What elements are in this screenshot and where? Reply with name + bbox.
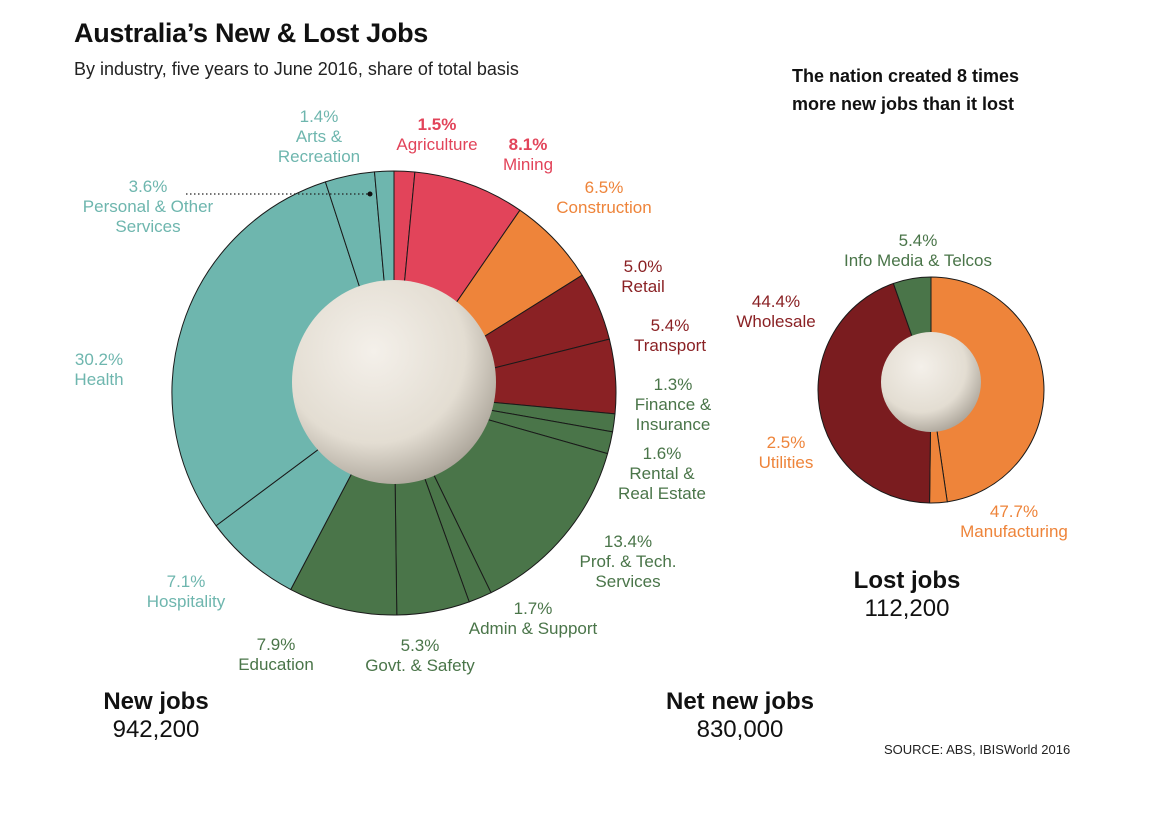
new-jobs-labels: 1.5%Agriculture 8.1%Mining6.5%Constructio…: [74, 107, 711, 675]
new-jobs-pct-agriculture: 1.5%: [418, 115, 457, 134]
new-jobs-name-prof-and-tech-services: Prof. & Tech.: [579, 552, 676, 571]
lost-jobs-slices: [817, 276, 1045, 504]
new-jobs-name-education: Education: [238, 655, 314, 674]
new-jobs-name-finance-and-insurance: Finance &: [635, 395, 712, 414]
new-jobs-pct-education: 7.9%: [257, 635, 296, 654]
new-jobs-pct-admin-and-support: 1.7%: [514, 599, 553, 618]
new-jobs-label-arts-and-recreation: 1.4%Arts &Recreation: [278, 107, 360, 166]
lost-jobs-value: 112,200: [864, 595, 950, 622]
headline-note: The nation created 8 times more new jobs…: [792, 62, 1092, 118]
new-jobs-label-govt-and-safety: 5.3%Govt. & Safety: [365, 636, 475, 675]
new-jobs-name-rental-and-real-estate: Rental &: [629, 464, 695, 483]
lost-jobs-pct-info-media-and-telcos: 5.4%: [899, 231, 938, 250]
lost-jobs-label-utilities: 2.5%Utilities: [759, 433, 814, 472]
new-jobs-name-hospitality: Hospitality: [147, 592, 226, 611]
new-jobs-name-agriculture: Agriculture: [396, 135, 477, 154]
new-jobs-pct-personal-and-other-services: 3.6%: [129, 177, 168, 196]
lost-jobs-labels: 47.7%Manufacturing 2.5%Utilities 44.4%Whol…: [736, 231, 1068, 541]
new-jobs-label-agriculture: 1.5%Agriculture: [396, 115, 477, 154]
new-jobs-pct-construction: 6.5%: [585, 178, 624, 197]
lost-jobs-pct-manufacturing: 47.7%: [990, 502, 1038, 521]
new-jobs-pct-arts-and-recreation: 1.4%: [300, 107, 339, 126]
new-jobs-pct-mining: 8.1%: [509, 135, 548, 154]
lost-jobs-name-info-media-and-telcos: Info Media & Telcos: [844, 251, 992, 270]
lost-jobs-slice-wholesale: [817, 282, 932, 504]
lost-jobs-slice-manufacturing: [930, 276, 1045, 503]
new-jobs-label-retail: 5.0%Retail: [621, 257, 664, 296]
new-jobs-label: New jobs: [103, 688, 209, 715]
new-jobs-pct-finance-and-insurance: 1.3%: [654, 375, 693, 394]
lost-jobs-name-wholesale: Wholesale: [736, 312, 815, 331]
new-jobs-name-retail: Retail: [621, 277, 664, 296]
lost-jobs-label: Lost jobs: [853, 567, 961, 594]
new-jobs-label-mining: 8.1%Mining: [503, 135, 553, 174]
new-jobs-name-personal-and-other-services-line-2: Services: [115, 217, 180, 236]
personal-services-leader-dot: [367, 191, 373, 197]
new-jobs-label-education: 7.9%Education: [238, 635, 314, 674]
new-jobs-pct-rental-and-real-estate: 1.6%: [643, 444, 682, 463]
chart-title: Australia’s New & Lost Jobs: [74, 18, 428, 48]
new-jobs-pct-prof-and-tech-services: 13.4%: [604, 532, 652, 551]
new-jobs-value: 942,200: [112, 716, 200, 743]
headline-note-line-2: more new jobs than it lost: [792, 94, 1015, 114]
new-jobs-label-construction: 6.5%Construction: [556, 178, 651, 217]
source-note: SOURCE: ABS, IBISWorld 2016: [884, 742, 1071, 757]
new-jobs-pct-hospitality: 7.1%: [167, 572, 206, 591]
net-new-jobs-label: Net new jobs: [665, 688, 815, 715]
new-jobs-slice-health: [171, 181, 395, 527]
lost-jobs-label-info-media-and-telcos: 5.4%Info Media & Telcos: [844, 231, 992, 270]
new-jobs-name-prof-and-tech-services-line-2: Services: [595, 572, 660, 591]
new-jobs-pct-retail: 5.0%: [624, 257, 663, 276]
new-jobs-label-health: 30.2%Health: [74, 350, 123, 389]
new-jobs-name-arts-and-recreation-line-2: Recreation: [278, 147, 360, 166]
net-new-jobs-value: 830,000: [696, 716, 784, 743]
new-jobs-label-rental-and-real-estate: 1.6%Rental &Real Estate: [618, 444, 706, 503]
lost-jobs-pct-wholesale: 44.4%: [752, 292, 800, 311]
new-jobs-pct-govt-and-safety: 5.3%: [401, 636, 440, 655]
chart-subtitle: By industry, five years to June 2016, sh…: [74, 59, 519, 79]
lost-jobs-pct-utilities: 2.5%: [767, 433, 806, 452]
new-jobs-label-hospitality: 7.1%Hospitality: [147, 572, 226, 611]
new-jobs-label-prof-and-tech-services: 13.4%Prof. & Tech.Services: [579, 532, 676, 591]
new-jobs-hub: [292, 280, 496, 484]
new-jobs-name-transport: Transport: [634, 336, 706, 355]
new-jobs-name-arts-and-recreation: Arts &: [296, 127, 343, 146]
new-jobs-name-govt-and-safety: Govt. & Safety: [365, 656, 475, 675]
new-jobs-label-transport: 5.4%Transport: [634, 316, 706, 355]
new-jobs-name-health: Health: [74, 370, 123, 389]
new-jobs-name-mining: Mining: [503, 155, 553, 174]
new-jobs-name-admin-and-support: Admin & Support: [469, 619, 598, 638]
new-jobs-name-finance-and-insurance-line-2: Insurance: [636, 415, 711, 434]
new-jobs-label-admin-and-support: 1.7%Admin & Support: [469, 599, 598, 638]
new-jobs-name-rental-and-real-estate-line-2: Real Estate: [618, 484, 706, 503]
lost-jobs-label-wholesale: 44.4%Wholesale: [736, 292, 815, 331]
new-jobs-name-personal-and-other-services: Personal & Other: [83, 197, 214, 216]
new-jobs-name-construction: Construction: [556, 198, 651, 217]
lost-jobs-name-manufacturing: Manufacturing: [960, 522, 1068, 541]
lost-jobs-hub: [881, 332, 981, 432]
lost-jobs-label-manufacturing: 47.7%Manufacturing: [960, 502, 1068, 541]
headline-note-line-1: The nation created 8 times: [792, 66, 1020, 86]
new-jobs-label-finance-and-insurance: 1.3%Finance &Insurance: [635, 375, 712, 434]
new-jobs-pct-transport: 5.4%: [651, 316, 690, 335]
new-jobs-pct-health: 30.2%: [75, 350, 123, 369]
lost-jobs-name-utilities: Utilities: [759, 453, 814, 472]
